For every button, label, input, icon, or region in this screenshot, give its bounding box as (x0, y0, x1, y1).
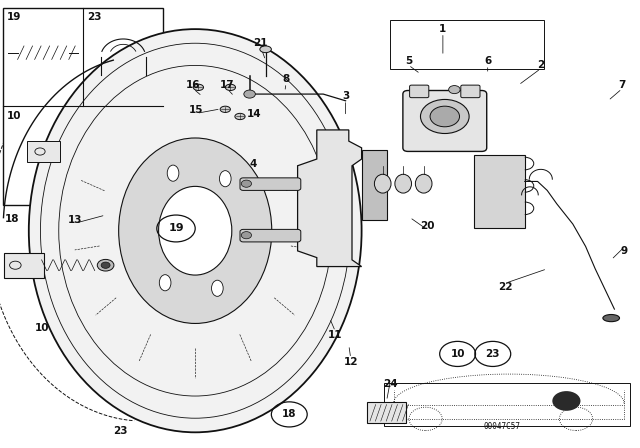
Text: 6: 6 (484, 56, 492, 66)
Text: 18: 18 (5, 214, 20, 224)
Circle shape (241, 232, 252, 239)
Text: 16: 16 (186, 80, 200, 90)
Text: 20: 20 (420, 221, 435, 231)
Text: 18: 18 (282, 409, 296, 419)
FancyBboxPatch shape (27, 141, 60, 162)
Text: 10: 10 (35, 323, 49, 333)
Text: 10: 10 (451, 349, 465, 359)
Text: 23: 23 (113, 426, 127, 436)
Text: 3: 3 (342, 91, 349, 101)
Text: 11: 11 (328, 330, 342, 340)
Circle shape (420, 99, 469, 134)
FancyBboxPatch shape (384, 383, 630, 426)
Ellipse shape (235, 113, 245, 120)
Polygon shape (474, 155, 525, 228)
Text: 1: 1 (439, 24, 447, 34)
Ellipse shape (220, 171, 231, 187)
Ellipse shape (159, 186, 232, 275)
FancyBboxPatch shape (240, 229, 301, 242)
Ellipse shape (225, 84, 236, 90)
Text: 23: 23 (87, 12, 102, 22)
Circle shape (449, 86, 460, 94)
Text: 5: 5 (404, 56, 412, 66)
Circle shape (241, 180, 252, 187)
Ellipse shape (415, 174, 432, 193)
Ellipse shape (29, 29, 362, 432)
Text: 19: 19 (7, 12, 21, 22)
Circle shape (552, 391, 580, 411)
Ellipse shape (118, 138, 272, 323)
Circle shape (244, 90, 255, 98)
Text: 19: 19 (168, 224, 184, 233)
Polygon shape (298, 130, 362, 267)
Text: 10: 10 (7, 111, 22, 121)
Ellipse shape (374, 174, 391, 193)
Text: 13: 13 (68, 215, 83, 224)
Polygon shape (362, 150, 387, 220)
FancyBboxPatch shape (403, 90, 486, 151)
Ellipse shape (167, 165, 179, 181)
FancyBboxPatch shape (3, 8, 163, 205)
Ellipse shape (260, 46, 271, 53)
Ellipse shape (212, 280, 223, 296)
Text: 17: 17 (220, 80, 234, 90)
Ellipse shape (603, 314, 620, 322)
Ellipse shape (220, 106, 230, 112)
Text: 23: 23 (486, 349, 500, 359)
Text: 4: 4 (249, 159, 257, 168)
Text: 22: 22 (499, 282, 513, 292)
Text: 12: 12 (344, 357, 358, 366)
Text: 00047C57: 00047C57 (484, 422, 521, 431)
FancyBboxPatch shape (240, 178, 301, 190)
Text: 2: 2 (537, 60, 545, 70)
Ellipse shape (395, 174, 412, 193)
Ellipse shape (193, 84, 204, 90)
Circle shape (97, 259, 114, 271)
FancyBboxPatch shape (461, 85, 480, 98)
Text: 24: 24 (383, 379, 397, 389)
Text: 21: 21 (253, 38, 268, 47)
Text: 14: 14 (247, 109, 261, 119)
Circle shape (430, 106, 460, 127)
Text: 8: 8 (282, 74, 290, 84)
FancyBboxPatch shape (367, 402, 406, 423)
Text: 15: 15 (189, 105, 204, 115)
Ellipse shape (159, 275, 171, 291)
Circle shape (101, 262, 110, 268)
FancyBboxPatch shape (410, 85, 429, 98)
FancyBboxPatch shape (4, 253, 44, 278)
Text: 9: 9 (620, 246, 628, 256)
Text: 7: 7 (618, 80, 626, 90)
